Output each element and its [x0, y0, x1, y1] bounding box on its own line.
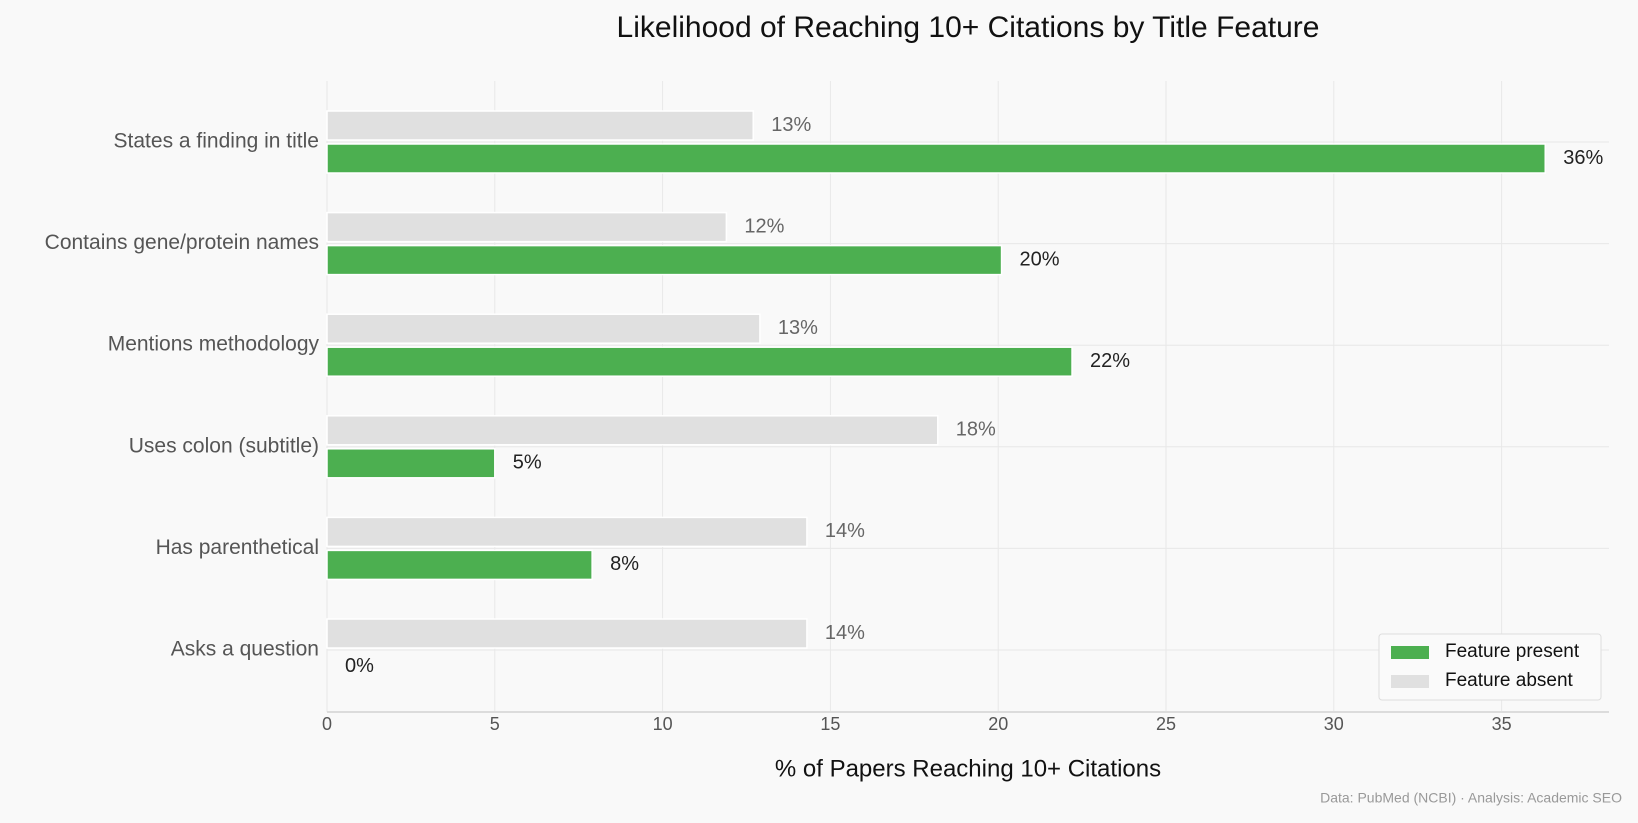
- value-label: 12%: [744, 215, 784, 237]
- value-label: 36%: [1563, 147, 1603, 169]
- bar: [326, 549, 593, 581]
- value-label: 14%: [825, 622, 865, 644]
- legend-box: [1378, 633, 1602, 701]
- bar: [326, 143, 1546, 174]
- y-tick-label: Uses colon (subtitle): [129, 434, 319, 457]
- bar: [326, 448, 496, 479]
- chart-title: Likelihood of Reaching 10+ Citations by …: [617, 11, 1320, 44]
- value-label: 22%: [1090, 350, 1130, 372]
- x-tick-label: 5: [490, 714, 500, 734]
- x-axis-label: % of Papers Reaching 10+ Citations: [775, 755, 1161, 782]
- value-label: 18%: [956, 419, 996, 441]
- legend-label: Feature absent: [1445, 670, 1574, 691]
- y-tick-label: Asks a question: [171, 638, 319, 661]
- x-tick-label: 30: [1324, 714, 1344, 734]
- x-tick-label: 35: [1492, 714, 1512, 734]
- x-tick-label: 25: [1156, 714, 1176, 734]
- value-label: 5%: [513, 452, 542, 474]
- legend-label: Feature present: [1445, 641, 1580, 662]
- bar: [326, 415, 939, 446]
- bar: [326, 516, 808, 548]
- x-tick-label: 15: [820, 714, 840, 734]
- bar: [326, 211, 728, 243]
- source-note: Data: PubMed (NCBI) · Analysis: Academic…: [1320, 790, 1622, 806]
- value-label: 20%: [1020, 248, 1060, 270]
- y-tick-label: Contains gene/protein names: [45, 231, 319, 254]
- value-label: 13%: [778, 317, 818, 339]
- x-tick-label: 0: [322, 714, 332, 734]
- bar: [326, 244, 1003, 276]
- legend-swatch: [1391, 646, 1429, 659]
- y-tick-label: Mentions methodology: [108, 333, 320, 356]
- value-label: 13%: [771, 114, 811, 136]
- x-tick-label: 10: [653, 714, 673, 734]
- legend-swatch: [1391, 675, 1429, 688]
- bar: [326, 346, 1073, 377]
- bar: [326, 313, 761, 344]
- legend: Feature present Feature absent: [1378, 633, 1602, 701]
- value-label: 0%: [345, 655, 374, 677]
- y-tick-label: States a finding in title: [114, 130, 319, 153]
- bar: [326, 110, 754, 141]
- x-tick-label: 20: [988, 714, 1008, 734]
- y-tick-label: Has parenthetical: [156, 536, 319, 559]
- bar: [326, 618, 808, 649]
- value-label: 8%: [610, 553, 639, 575]
- value-label: 14%: [825, 520, 865, 542]
